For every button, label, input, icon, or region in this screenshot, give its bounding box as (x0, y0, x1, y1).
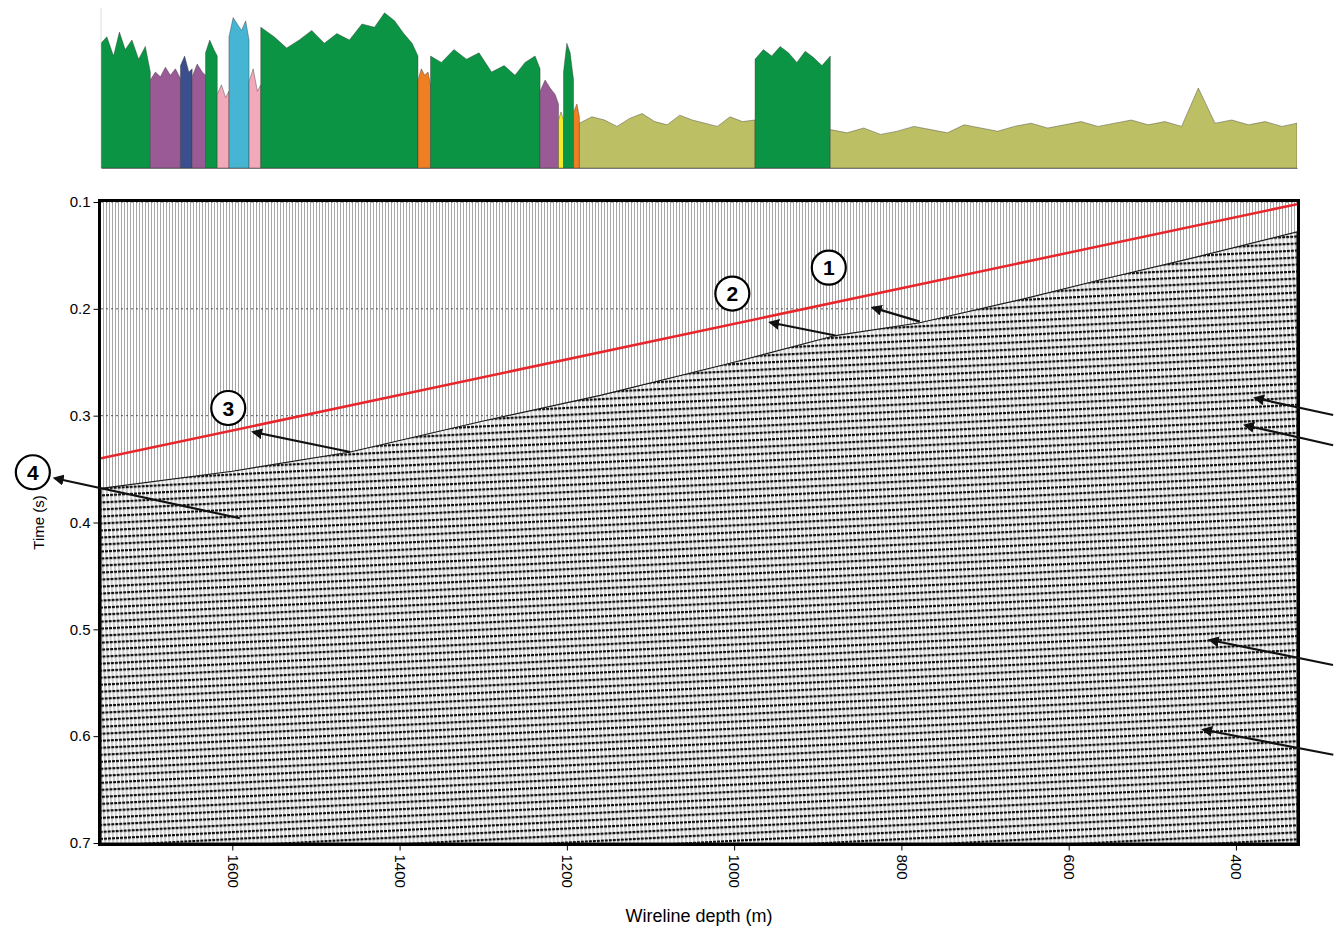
y-tick-mark (94, 736, 100, 737)
x-axis-line (102, 845, 1298, 846)
x-axis: 1600 1400 1200 1000 800 600 400 (102, 845, 1298, 888)
log-x-axis (102, 168, 1298, 169)
y-tick-label: 0.4 (70, 514, 91, 531)
y-tick: 0.5 (70, 621, 100, 638)
x-tick-label: 600 (1061, 855, 1078, 880)
log-area (418, 69, 431, 168)
x-tick-mark (400, 845, 401, 851)
x-tick-mark (232, 845, 233, 851)
annotation-label: 3 (222, 397, 234, 420)
log-track (101, 8, 1298, 169)
log-area (830, 88, 1297, 168)
x-tick-label: 1600 (225, 855, 242, 888)
y-tick-mark (94, 523, 100, 524)
seismic-section (101, 232, 1297, 843)
pointer-arrow (1255, 398, 1333, 415)
log-area (229, 18, 249, 168)
y-tick-label: 0.1 (70, 193, 91, 210)
x-tick: 1400 (392, 845, 409, 888)
grid (101, 202, 1297, 843)
y-tick-label: 0.3 (70, 407, 91, 424)
y-axis-line (100, 203, 101, 844)
annotation-circle (715, 277, 749, 311)
log-area (540, 80, 558, 168)
log-area (431, 50, 541, 168)
log-area (249, 69, 261, 168)
x-tick-mark (567, 845, 568, 851)
annotation-label: 2 (726, 282, 738, 305)
y-tick-mark (94, 416, 100, 417)
x-tick-label: 1000 (726, 855, 743, 888)
x-tick: 1200 (559, 845, 576, 888)
annotation-circle (16, 455, 50, 489)
annotation-label: 4 (27, 461, 39, 484)
x-tick-mark (734, 845, 735, 851)
annotation-arrow (55, 478, 240, 518)
annotation-circle (211, 391, 245, 425)
x-tick-label: 800 (894, 855, 911, 880)
annotations: 1 2 3 4 (16, 251, 1333, 755)
x-tick: 1600 (225, 845, 242, 888)
x-tick: 800 (894, 845, 911, 880)
log-area (579, 114, 755, 168)
log-area (574, 104, 580, 168)
y-tick: 0.4 (70, 514, 100, 531)
log-x-axis-line (102, 168, 1298, 169)
y-tick-mark (94, 843, 100, 844)
pointer-arrow (1203, 730, 1333, 755)
plot-frame (100, 201, 1299, 845)
log-area (180, 56, 192, 168)
annotation-circle (812, 251, 846, 285)
figure: 0.10.20.30.40.50.60.71600140012001000800… (0, 0, 1339, 936)
plot-area (101, 204, 1297, 843)
log-area (564, 43, 574, 168)
log-area (101, 32, 150, 168)
y-tick: 0.7 (70, 834, 100, 851)
pointer-arrow (1210, 640, 1333, 665)
y-tick-label: 0.6 (70, 727, 91, 744)
log-area (217, 85, 229, 168)
annotation-arrow (253, 432, 350, 452)
x-tick: 400 (1228, 845, 1245, 880)
log-area (755, 46, 830, 168)
log-area (558, 112, 563, 168)
log-area (150, 67, 180, 168)
y-tick-mark (94, 202, 100, 203)
first-break-line (101, 204, 1297, 458)
y-tick-mark (94, 309, 100, 310)
log-area (192, 64, 205, 168)
x-tick-mark (1236, 845, 1237, 851)
x-tick-label: 400 (1228, 855, 1245, 880)
pointer-arrow (1245, 425, 1333, 445)
y-tick: 0.2 (70, 300, 100, 317)
y-tick: 0.6 (70, 727, 100, 744)
y-tick-label: 0.5 (70, 621, 91, 638)
log-y-range-line (101, 8, 102, 168)
y-tick: 0.1 (70, 193, 100, 210)
x-axis-title: Wireline depth (m) (625, 906, 772, 926)
x-tick: 600 (1061, 845, 1078, 880)
y-tick-mark (94, 629, 100, 630)
annotation-arrow (873, 308, 920, 322)
log-series (101, 13, 1297, 168)
log-area (206, 40, 218, 168)
annotation-label: 1 (823, 256, 835, 279)
y-tick-label: 0.2 (70, 300, 91, 317)
y-axis-title: Time (s) (30, 495, 47, 549)
trace-background (101, 202, 1297, 843)
x-tick-label: 1200 (559, 855, 576, 888)
x-tick-mark (1069, 845, 1070, 851)
log-area (261, 13, 418, 168)
y-tick: 0.3 (70, 407, 100, 424)
y-axis: 0.1 0.2 0.3 0.4 0.5 0.6 0.7 (70, 193, 100, 851)
x-tick: 1000 (726, 845, 743, 888)
y-tick-label: 0.7 (70, 834, 91, 851)
x-tick-label: 1400 (392, 855, 409, 888)
x-tick-mark (901, 845, 902, 851)
annotation-arrow (770, 323, 835, 336)
